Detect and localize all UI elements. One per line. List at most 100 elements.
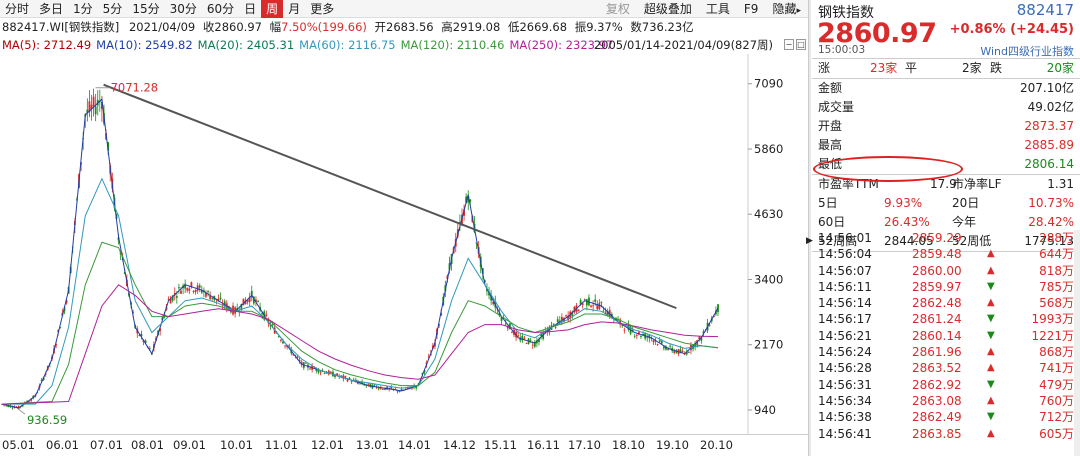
quote-stats: 涨 23家 平 2家 跌 20家 金额 207.10亿 成交量 49.02亿 开盘 287…: [812, 58, 1080, 252]
candle-body: [511, 332, 513, 334]
swing-value: 9.37%: [586, 20, 623, 34]
candle-body: [30, 399, 33, 401]
down-count: 20家: [1046, 61, 1074, 75]
toolbar-action-2[interactable]: 工具: [705, 1, 730, 16]
tick-price: 2859.48: [912, 247, 962, 262]
candle-body: [529, 339, 532, 341]
candle-body: [192, 291, 195, 292]
tick-row: 14:56:14 2862.48 ▲ 568万: [812, 295, 1080, 311]
up-label: 涨: [818, 61, 831, 75]
candle-body: [94, 106, 97, 115]
tick-time: 14:56:31: [818, 377, 872, 392]
candle-body: [271, 324, 274, 326]
tick-row: 14:56:07 2860.00 ▲ 818万: [812, 263, 1080, 279]
period-tab-6[interactable]: 60分: [206, 1, 235, 16]
toolbar-action-1[interactable]: 超级叠加: [643, 1, 692, 16]
hide-panel-button[interactable]: 隐藏▸: [765, 0, 808, 18]
minimize-button[interactable]: −: [784, 39, 794, 50]
candle-body: [261, 312, 264, 315]
candle-body: [685, 351, 688, 355]
performance-cell: 今年: [952, 215, 977, 229]
tick-list[interactable]: ▶ 14:56:01 2859.29 288万 14:56:04 2859.48 ▲ 644…: [806, 230, 1080, 442]
ma-legend-3[interactable]: MA(60): 2116.75: [299, 38, 396, 52]
last-price: 2860.97: [817, 18, 937, 49]
index-code-large: 882417: [1016, 1, 1074, 19]
period-toolbar: 分时 多日 1分 5分 15分 30分 60分日周月更多 复权 超级叠加 工具 F9 隐藏▸: [0, 0, 808, 18]
x-axis: 05.01 06.01 07.01 08.01 09.01 10.01 11.01 12.01…: [0, 434, 808, 456]
period-tab-0[interactable]: 分时: [5, 1, 30, 16]
performance-cell: 52周高: [818, 234, 858, 248]
hide-label: 隐藏: [772, 1, 797, 16]
close-value: 2860.97: [214, 20, 262, 34]
y-tick-label: 940: [754, 403, 776, 417]
panel-divider[interactable]: [808, 0, 811, 456]
candle-body: [161, 317, 164, 320]
ma-legend-1[interactable]: MA(10): 2549.82: [96, 38, 193, 52]
period-tab-1[interactable]: 多日: [39, 1, 64, 16]
candle-body: [340, 375, 343, 377]
candle-body: [556, 319, 559, 322]
toolbar-action-3[interactable]: F9: [743, 1, 759, 16]
period-tab-9[interactable]: 月: [288, 1, 301, 16]
x-tick-label: 08.01: [131, 438, 164, 452]
tick-price: 2860.14: [912, 328, 962, 343]
stat-value: 2885.89: [1024, 138, 1074, 152]
candle-body: [500, 316, 503, 321]
candle-body: [583, 299, 586, 300]
candle-body: [508, 323, 511, 329]
candle-body: [359, 381, 361, 383]
candle-body: [521, 335, 524, 341]
trend-line[interactable]: [103, 83, 677, 310]
tick-scrollbar[interactable]: [1074, 230, 1080, 456]
candle-body: [554, 326, 557, 328]
tick-volume: 1993万: [1031, 312, 1074, 327]
ma-legend-4[interactable]: MA(120): 2110.46: [400, 38, 505, 52]
x-tick-label: 12.01: [311, 438, 344, 452]
ma-legend-5[interactable]: MA(250): 2323.97: [509, 38, 614, 52]
candle-body: [642, 333, 644, 336]
breadth-row: 涨 23家 平 2家 跌 20家: [812, 59, 1080, 78]
candle-body: [336, 373, 339, 376]
candle-body: [234, 307, 237, 314]
candle-body: [540, 333, 542, 337]
period-tab-8[interactable]: 周: [261, 0, 284, 18]
period-tab-10[interactable]: 更多: [310, 1, 335, 16]
amount-label: 数: [630, 20, 642, 34]
ma-legend-2[interactable]: MA(20): 2405.31: [197, 38, 295, 52]
candle-body: [36, 392, 39, 394]
candle-body: [558, 320, 561, 322]
open-value: 2683.56: [386, 20, 434, 34]
toolbar-action-0[interactable]: 复权: [605, 1, 630, 16]
tick-row: 14:56:34 2863.08 ▲ 760万: [812, 393, 1080, 409]
candle-body: [423, 370, 426, 373]
up-count: 23家: [870, 61, 898, 75]
period-tab-2[interactable]: 1分: [73, 1, 93, 16]
low-annotation: 936.59: [27, 413, 67, 427]
period-tab-4[interactable]: 15分: [132, 1, 160, 16]
candle-body: [652, 340, 655, 343]
tick-row: 14:56:31 2862.92 ▼ 479万: [812, 377, 1080, 393]
candle-body: [427, 356, 430, 358]
candle-body: [288, 345, 291, 347]
candle-body: [217, 298, 220, 302]
period-tab-7[interactable]: 日: [244, 1, 257, 16]
ma-legend-0[interactable]: MA(5): 2712.49: [2, 38, 92, 52]
candlestick-chart[interactable]: 7090 5860 4630 3400 2170 940 7071.28 936.59: [0, 54, 808, 434]
tick-price: 2861.24: [912, 312, 962, 327]
industry-link[interactable]: Wind四级行业指数: [980, 45, 1074, 58]
period-tab-5[interactable]: 30分: [169, 1, 197, 16]
stat-label: 金额: [818, 81, 843, 95]
low-label: 低: [507, 20, 520, 34]
candle-body: [344, 376, 347, 378]
pe-highlight-circle: [813, 156, 963, 182]
candle-body: [257, 300, 259, 302]
period-tab-3[interactable]: 5分: [102, 1, 123, 16]
candle-body: [65, 300, 68, 303]
ma-line-0: [1, 98, 719, 409]
candle-body: [319, 371, 322, 373]
maximize-button[interactable]: □: [796, 39, 806, 50]
arrow-up-icon: ▲: [987, 248, 995, 260]
tick-row: 14:56:38 2862.49 ▼ 712万: [812, 409, 1080, 425]
candle-body: [506, 325, 509, 329]
candle-body: [571, 311, 574, 316]
